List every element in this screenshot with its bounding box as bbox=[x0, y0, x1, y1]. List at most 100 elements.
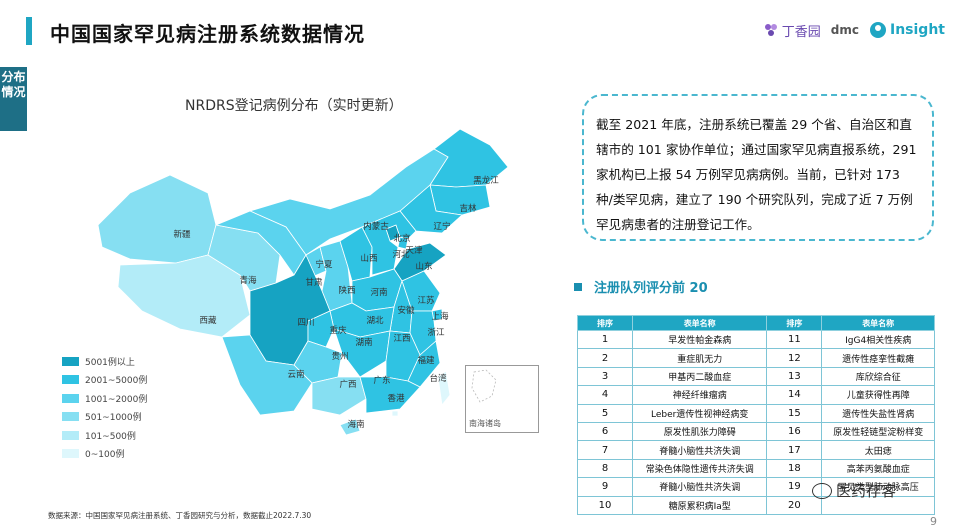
province-label: 广西 bbox=[339, 379, 356, 390]
legend-swatch bbox=[62, 375, 79, 385]
province-label: 福建 bbox=[417, 355, 435, 366]
table-cell-rank: 14 bbox=[766, 385, 823, 405]
province-重庆 bbox=[307, 310, 335, 348]
province-label: 甘肃 bbox=[305, 277, 323, 288]
table-cell-form: 儿童获得性再障 bbox=[821, 385, 935, 405]
legend-item: 101~500例 bbox=[62, 426, 147, 445]
legend-label: 1001~2000例 bbox=[85, 394, 148, 405]
section-side-tag: 分布情况 bbox=[0, 67, 27, 131]
province-label: 湖南 bbox=[355, 337, 372, 348]
table-cell-rank: 1 bbox=[577, 329, 633, 350]
province-label: 海南 bbox=[347, 419, 364, 430]
table-row: 3 甲基丙二酸血症 13 库欣综合征 bbox=[577, 366, 935, 387]
map-title: NRDRS登记病例分布（实时更新） bbox=[185, 98, 403, 114]
table-cell-rank: 17 bbox=[766, 440, 823, 460]
legend-swatch bbox=[62, 356, 79, 366]
table-header-form-1: 表单名称 bbox=[631, 315, 768, 331]
table-cell-form: 遗传性失盐性肾病 bbox=[821, 403, 935, 423]
province-香港 bbox=[391, 410, 399, 417]
section-bullet-icon bbox=[574, 282, 582, 291]
table-cell-rank: 7 bbox=[577, 440, 633, 460]
table-cell-rank: 8 bbox=[577, 458, 633, 479]
nanhai-label: 南海诸岛 bbox=[469, 419, 501, 428]
province-label: 江苏 bbox=[417, 295, 435, 306]
province-西藏 bbox=[117, 254, 251, 338]
table-cell-form: 脊髓小脑性共济失调 bbox=[631, 477, 768, 497]
table-cell-rank: 18 bbox=[766, 458, 823, 479]
province-label: 河北 bbox=[392, 249, 410, 260]
province-广东 bbox=[359, 376, 421, 414]
province-label: 内蒙古 bbox=[363, 221, 389, 232]
table-cell-rank: 5 bbox=[577, 403, 633, 423]
province-label: 台湾 bbox=[429, 373, 447, 384]
table-cell-form: 神经纤维瘤病 bbox=[631, 385, 768, 405]
legend-swatch bbox=[62, 393, 79, 403]
table-row: 4 神经纤维瘤病 14 儿童获得性再障 bbox=[577, 385, 935, 405]
section-title: 注册队列评分前 20 bbox=[574, 277, 708, 296]
table-cell-rank: 13 bbox=[766, 366, 823, 387]
table-row: 10 糖原累积病Ia型 20 bbox=[577, 495, 935, 515]
province-label: 浙江 bbox=[427, 327, 445, 338]
province-label: 吉林 bbox=[459, 203, 477, 214]
table-cell-rank: 12 bbox=[766, 348, 823, 368]
table-header-form-2: 表单名称 bbox=[821, 315, 935, 331]
table-cell-form: 原发性轻链型淀粉样变 bbox=[821, 421, 935, 442]
table-cell-form: 重症肌无力 bbox=[631, 348, 768, 368]
table-row: 8 常染色体隐性遗传共济失调 18 高苯丙氨酸血症 bbox=[577, 458, 935, 479]
dmc-logo: dmc bbox=[830, 23, 859, 37]
table-header-row: 排序 表单名称 排序 表单名称 bbox=[577, 315, 935, 331]
table-cell-form: 常染色体隐性遗传共济失调 bbox=[631, 458, 768, 479]
table-cell-form: 库欣综合征 bbox=[821, 366, 935, 387]
map-legend: 5001例以上 2001~5000例 1001~2000例 501~1000例 101~… bbox=[62, 352, 147, 463]
province-福建 bbox=[407, 340, 441, 388]
province-label: 山东 bbox=[415, 261, 432, 272]
province-label: 安徽 bbox=[397, 305, 415, 316]
page-title: 中国国家罕见病注册系统数据情况 bbox=[50, 22, 365, 46]
legend-label: 501~1000例 bbox=[85, 413, 142, 424]
nanhai-inset-shape bbox=[471, 369, 497, 403]
watermark-text: 医药存客 bbox=[836, 482, 897, 500]
province-label: 贵州 bbox=[331, 351, 348, 362]
province-label: 天津 bbox=[405, 245, 423, 256]
table-cell-rank: 3 bbox=[577, 366, 633, 387]
legend-item: 5001例以上 bbox=[62, 352, 147, 371]
summary-callout: 截至 2021 年底，注册系统已覆盖 29 个省、自治区和直辖市的 101 家协… bbox=[582, 94, 934, 241]
legend-swatch bbox=[62, 412, 79, 422]
legend-item: 0~100例 bbox=[62, 445, 147, 464]
province-label: 上海 bbox=[431, 311, 449, 322]
province-label: 香港 bbox=[387, 393, 405, 404]
table-cell-form: 太田痣 bbox=[821, 440, 935, 460]
province-label: 辽宁 bbox=[433, 221, 450, 232]
province-河北 bbox=[361, 210, 417, 276]
province-label: 湖北 bbox=[366, 316, 384, 326]
table-row: 1 早发性帕金森病 11 IgG4相关性疾病 bbox=[577, 329, 935, 350]
table-cell-rank: 4 bbox=[577, 385, 633, 405]
legend-item: 2001~5000例 bbox=[62, 371, 147, 390]
insight-icon bbox=[870, 22, 886, 38]
province-label: 重庆 bbox=[329, 325, 347, 336]
clove-icon bbox=[764, 24, 777, 36]
table-cell-form: 遗传性痉挛性截瘫 bbox=[821, 348, 935, 368]
table-cell-rank: 2 bbox=[577, 348, 633, 368]
wechat-icon bbox=[812, 482, 832, 499]
province-新疆 bbox=[97, 174, 217, 264]
province-label: 山西 bbox=[360, 253, 377, 264]
province-label: 四川 bbox=[297, 318, 314, 328]
province-label: 青海 bbox=[239, 275, 257, 286]
table-cell-form: 高苯丙氨酸血症 bbox=[821, 458, 935, 479]
table-header-rank-1: 排序 bbox=[577, 315, 633, 331]
table-cell-form: 糖原累积病Ia型 bbox=[631, 495, 768, 515]
legend-item: 501~1000例 bbox=[62, 408, 147, 427]
legend-label: 101~500例 bbox=[85, 431, 136, 442]
province-label: 云南 bbox=[287, 369, 304, 380]
insight-logo: Insight bbox=[869, 21, 945, 39]
table-cell-form: 脊髓小脑性共济失调 bbox=[631, 440, 768, 460]
china-map: 黑龙江 吉林 辽宁 内蒙古 新疆 西藏 青海 甘肃 宁夏 陕西 山西 北京 天津 河北 山东 河南 江苏 安徽 上海… bbox=[90, 115, 550, 436]
data-source: 数据来源：中国国家罕见病注册系统、丁香园研究与分析，数据截止2022.7.30 bbox=[48, 511, 312, 520]
legend-label: 5001例以上 bbox=[85, 357, 135, 368]
table-cell-form: IgG4相关性疾病 bbox=[821, 329, 935, 350]
nanhai-inset: 南海诸岛 bbox=[465, 365, 539, 433]
dxy-logo-text: 丁香园 bbox=[781, 24, 821, 40]
province-label: 陕西 bbox=[338, 285, 355, 296]
table-cell-form: 原发性肌张力障碍 bbox=[631, 421, 768, 442]
